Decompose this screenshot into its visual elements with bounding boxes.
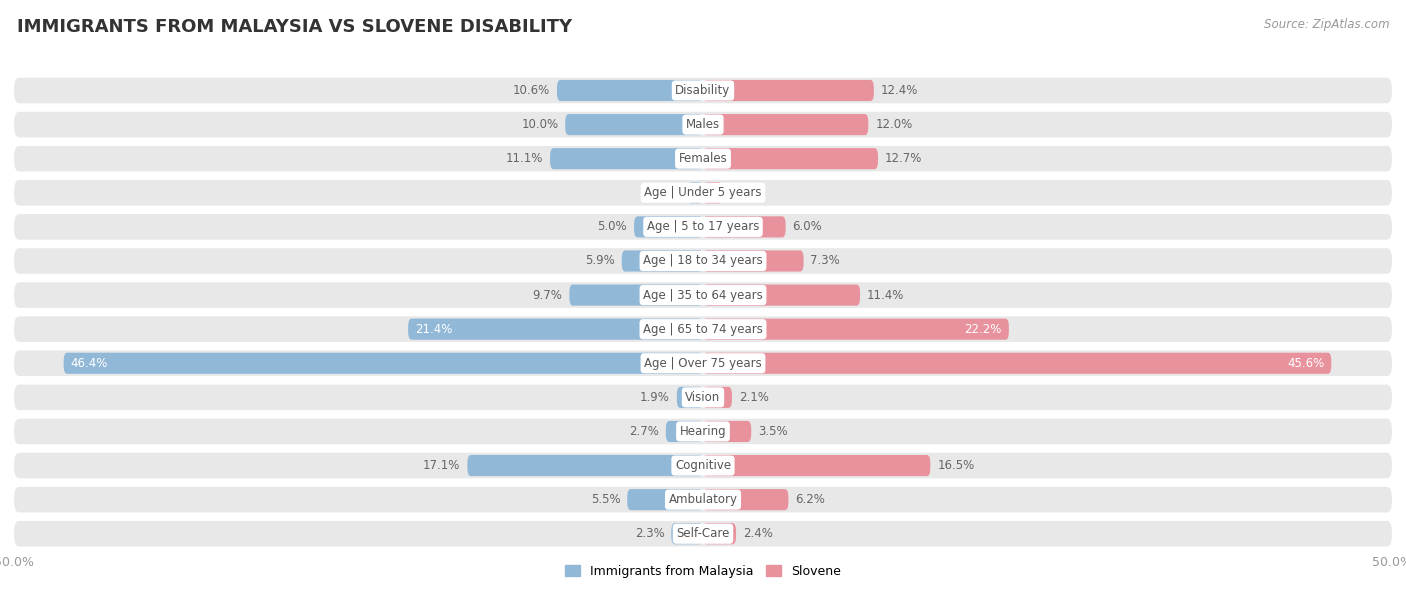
Text: 45.6%: 45.6%: [1286, 357, 1324, 370]
Text: 1.1%: 1.1%: [651, 186, 681, 200]
Text: Self-Care: Self-Care: [676, 528, 730, 540]
FancyBboxPatch shape: [14, 282, 1392, 308]
FancyBboxPatch shape: [703, 455, 931, 476]
Text: Cognitive: Cognitive: [675, 459, 731, 472]
Text: Ambulatory: Ambulatory: [668, 493, 738, 506]
Text: 5.0%: 5.0%: [598, 220, 627, 233]
Text: Age | Over 75 years: Age | Over 75 years: [644, 357, 762, 370]
FancyBboxPatch shape: [666, 421, 703, 442]
FancyBboxPatch shape: [14, 521, 1392, 547]
Text: IMMIGRANTS FROM MALAYSIA VS SLOVENE DISABILITY: IMMIGRANTS FROM MALAYSIA VS SLOVENE DISA…: [17, 18, 572, 36]
Text: Males: Males: [686, 118, 720, 131]
Text: Age | 18 to 34 years: Age | 18 to 34 years: [643, 255, 763, 267]
FancyBboxPatch shape: [703, 114, 869, 135]
FancyBboxPatch shape: [703, 148, 877, 170]
FancyBboxPatch shape: [688, 182, 703, 203]
FancyBboxPatch shape: [676, 387, 703, 408]
FancyBboxPatch shape: [14, 419, 1392, 444]
Text: Source: ZipAtlas.com: Source: ZipAtlas.com: [1264, 18, 1389, 31]
FancyBboxPatch shape: [14, 453, 1392, 479]
Text: 3.5%: 3.5%: [758, 425, 787, 438]
FancyBboxPatch shape: [14, 351, 1392, 376]
FancyBboxPatch shape: [467, 455, 703, 476]
Text: 9.7%: 9.7%: [533, 289, 562, 302]
FancyBboxPatch shape: [703, 216, 786, 237]
FancyBboxPatch shape: [550, 148, 703, 170]
Text: 21.4%: 21.4%: [415, 323, 453, 335]
Text: 1.9%: 1.9%: [640, 391, 669, 404]
Text: 1.4%: 1.4%: [730, 186, 759, 200]
Text: 22.2%: 22.2%: [965, 323, 1002, 335]
Text: 11.4%: 11.4%: [868, 289, 904, 302]
Text: Age | 5 to 17 years: Age | 5 to 17 years: [647, 220, 759, 233]
Text: 2.1%: 2.1%: [738, 391, 769, 404]
FancyBboxPatch shape: [557, 80, 703, 101]
FancyBboxPatch shape: [14, 384, 1392, 410]
Text: 12.7%: 12.7%: [884, 152, 922, 165]
FancyBboxPatch shape: [703, 319, 1010, 340]
FancyBboxPatch shape: [703, 353, 1331, 374]
Text: Age | 65 to 74 years: Age | 65 to 74 years: [643, 323, 763, 335]
Text: Age | Under 5 years: Age | Under 5 years: [644, 186, 762, 200]
FancyBboxPatch shape: [14, 112, 1392, 137]
Text: 16.5%: 16.5%: [938, 459, 974, 472]
Text: 5.9%: 5.9%: [585, 255, 614, 267]
FancyBboxPatch shape: [14, 146, 1392, 171]
FancyBboxPatch shape: [627, 489, 703, 510]
FancyBboxPatch shape: [703, 285, 860, 305]
Text: 10.6%: 10.6%: [513, 84, 550, 97]
FancyBboxPatch shape: [703, 523, 737, 544]
FancyBboxPatch shape: [634, 216, 703, 237]
Text: 7.3%: 7.3%: [810, 255, 841, 267]
FancyBboxPatch shape: [703, 182, 723, 203]
FancyBboxPatch shape: [569, 285, 703, 305]
Text: 5.5%: 5.5%: [591, 493, 620, 506]
FancyBboxPatch shape: [565, 114, 703, 135]
FancyBboxPatch shape: [703, 421, 751, 442]
FancyBboxPatch shape: [703, 489, 789, 510]
FancyBboxPatch shape: [671, 523, 703, 544]
Text: 17.1%: 17.1%: [423, 459, 461, 472]
FancyBboxPatch shape: [14, 248, 1392, 274]
Text: Hearing: Hearing: [679, 425, 727, 438]
Text: 12.4%: 12.4%: [880, 84, 918, 97]
FancyBboxPatch shape: [703, 387, 733, 408]
Text: 46.4%: 46.4%: [70, 357, 108, 370]
FancyBboxPatch shape: [14, 487, 1392, 512]
Text: 2.7%: 2.7%: [628, 425, 659, 438]
Legend: Immigrants from Malaysia, Slovene: Immigrants from Malaysia, Slovene: [560, 560, 846, 583]
FancyBboxPatch shape: [408, 319, 703, 340]
FancyBboxPatch shape: [621, 250, 703, 272]
Text: 12.0%: 12.0%: [875, 118, 912, 131]
Text: 6.0%: 6.0%: [793, 220, 823, 233]
Text: 2.4%: 2.4%: [742, 528, 773, 540]
Text: Females: Females: [679, 152, 727, 165]
FancyBboxPatch shape: [703, 80, 875, 101]
Text: 2.3%: 2.3%: [634, 528, 665, 540]
FancyBboxPatch shape: [63, 353, 703, 374]
Text: Disability: Disability: [675, 84, 731, 97]
FancyBboxPatch shape: [14, 316, 1392, 342]
FancyBboxPatch shape: [14, 214, 1392, 240]
Text: 11.1%: 11.1%: [506, 152, 543, 165]
Text: 10.0%: 10.0%: [522, 118, 558, 131]
FancyBboxPatch shape: [14, 78, 1392, 103]
Text: 6.2%: 6.2%: [796, 493, 825, 506]
FancyBboxPatch shape: [14, 180, 1392, 206]
Text: Vision: Vision: [685, 391, 721, 404]
FancyBboxPatch shape: [703, 250, 804, 272]
Text: Age | 35 to 64 years: Age | 35 to 64 years: [643, 289, 763, 302]
